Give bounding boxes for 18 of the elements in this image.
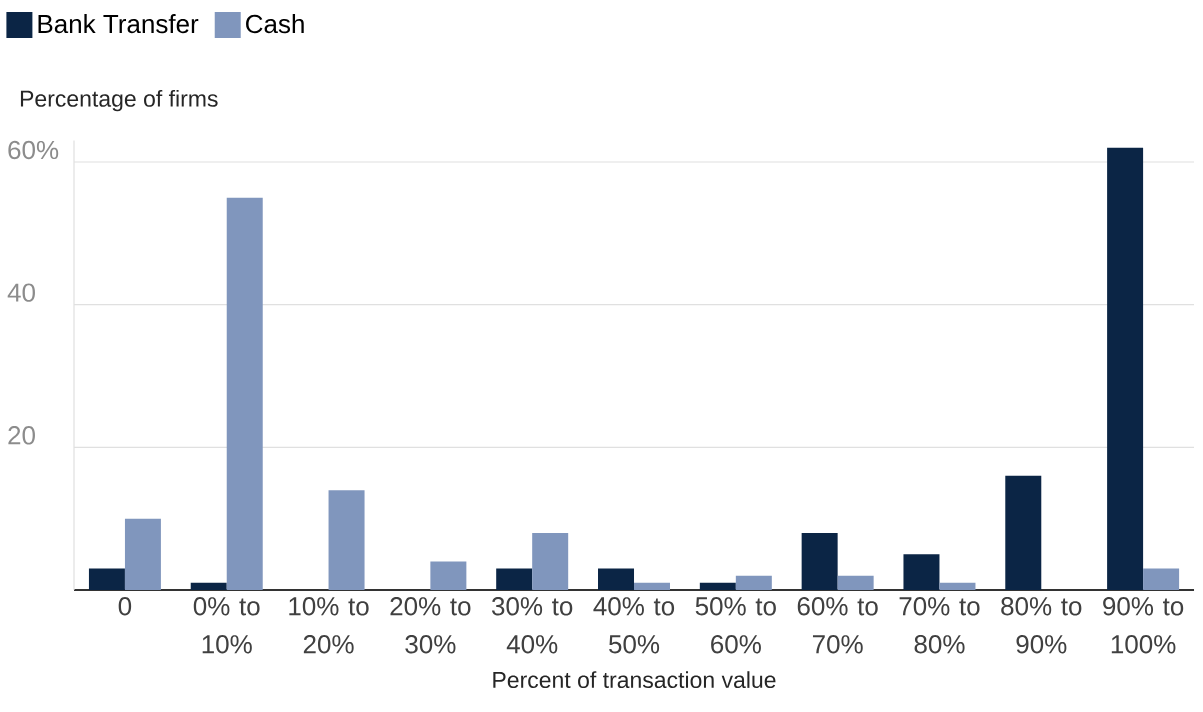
x-axis-title: Percent of transaction value [493,671,776,689]
x-tick-label: 30% to 40% [492,597,573,654]
x-tick-label: 90% to 100% [1103,597,1184,654]
x-tick-label: 70% to 80% [899,597,980,654]
x-tick-label: 40% to 50% [593,597,675,654]
y-tick-label: 60% [8,140,59,160]
legend-label: Bank Transfer [38,14,199,34]
x-tick-label: 20% to 30% [390,597,471,654]
x-tick-label: 10% to 20% [289,597,369,654]
y-tick-label: 40 [7,283,35,302]
x-tick-label: 0% to 10% [193,597,260,654]
x-tick-label: 60% to 70% [797,597,878,654]
legend-label: Cash [246,14,304,34]
x-tick-label: 0 [118,597,132,616]
y-tick-label: 20 [8,426,35,445]
y-axis-title: Percentage of firms [20,89,218,112]
x-tick-label: 50% to 60% [695,597,776,654]
x-tick-label: 80% to 90% [1001,597,1082,654]
